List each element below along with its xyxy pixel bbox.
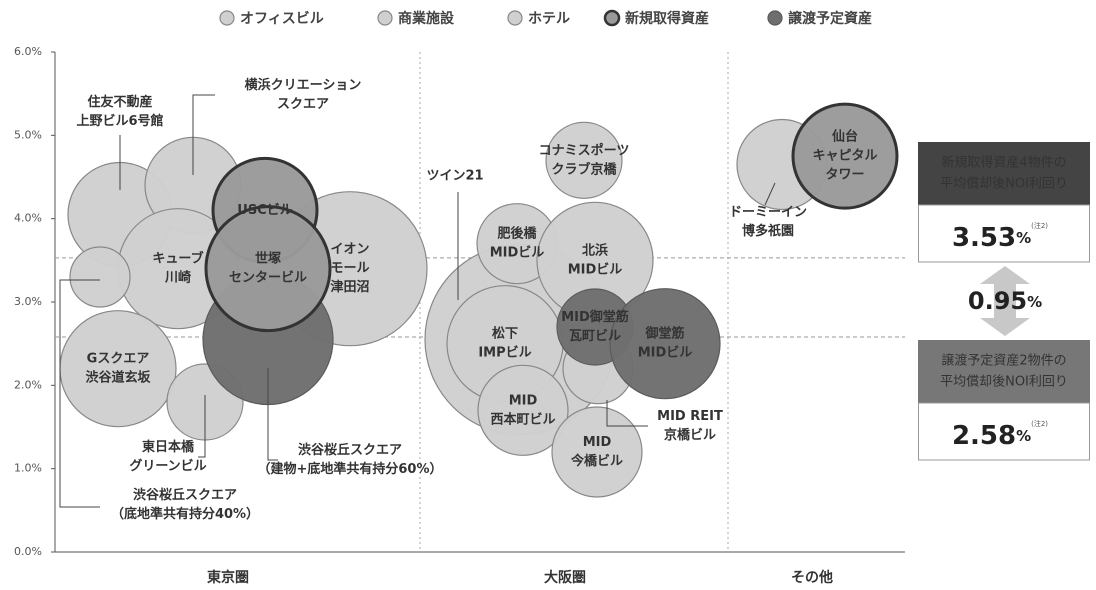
- difference-number: 0.95: [968, 287, 1027, 315]
- bubble-label: 今橋ビル: [570, 453, 623, 469]
- value-number: 2.58: [952, 421, 1016, 451]
- bubble-label: グリーンビル: [129, 458, 206, 474]
- legend-label: 商業施設: [398, 10, 455, 27]
- highlight-header: [918, 142, 1090, 205]
- y-tick-label: 4.0%: [14, 212, 42, 225]
- difference-unit: %: [1027, 293, 1042, 311]
- bubble-label: 渋谷桜丘スクエア: [298, 442, 402, 458]
- leader-line: [267, 368, 278, 461]
- bubble-label: コナミスポーツ: [539, 142, 630, 158]
- bubble-label: MIDビル: [638, 345, 693, 361]
- x-tick-label: 東京圏: [207, 569, 249, 586]
- bubble-label: MIDビル: [568, 261, 623, 277]
- bubble-label: クラブ京橋: [551, 161, 617, 177]
- highlight-value: 3.53%(注2): [952, 221, 1048, 253]
- highlight-title: 譲渡予定資産2物件の: [941, 353, 1066, 369]
- bubble-label: 上野ビル6号館: [76, 113, 163, 129]
- legend-swatch: [507, 10, 523, 26]
- y-tick-label: 0.0%: [14, 545, 42, 558]
- bubble-label: ドーミーイン: [729, 205, 807, 220]
- highlight-value: 2.58%(注2): [952, 419, 1048, 451]
- value-unit: %: [1016, 427, 1031, 445]
- value-number: 3.53: [952, 223, 1016, 253]
- y-tick-label: 3.0%: [14, 295, 42, 308]
- x-tick-label: 大阪圏: [544, 569, 586, 586]
- bubble-label: MIDビル: [490, 245, 545, 261]
- bubble-label: USCビル: [237, 202, 292, 218]
- legend-label: オフィスビル: [240, 11, 324, 27]
- bubble-label: （底地準共有持分40%）: [111, 506, 259, 522]
- highlight-title: 新規取得資産4物件の: [941, 155, 1066, 171]
- legend-label: ホテル: [528, 11, 570, 27]
- bubble: [477, 364, 569, 456]
- difference-arrow: [980, 266, 1030, 336]
- y-tick-label: 5.0%: [14, 128, 42, 141]
- bubble-label: 横浜クリエーション: [245, 77, 362, 93]
- bubble-label: 北浜: [582, 242, 608, 258]
- legend-swatch: [377, 10, 393, 26]
- bubble-label: 西本町ビル: [490, 411, 555, 427]
- bubble-label: キャピタル: [812, 149, 877, 164]
- y-tick-label: 6.0%: [14, 45, 42, 58]
- bubble: [791, 102, 899, 210]
- bubble: [609, 288, 721, 400]
- leader-line: [764, 182, 776, 206]
- bubble-label: 東日本橋: [142, 439, 195, 455]
- legend-label: 譲渡予定資産: [788, 10, 872, 27]
- highlight-box: [918, 402, 1090, 461]
- difference-value: 0.95%: [968, 287, 1042, 315]
- leader-line: [192, 94, 215, 175]
- bubble: [545, 121, 623, 199]
- bubble-label: 松下: [492, 326, 518, 342]
- legend-swatch: [603, 9, 621, 27]
- highlight-title: 平均償却後NOI利回り: [940, 375, 1068, 390]
- bubble-label: キューブ: [152, 251, 203, 267]
- bubble-label: 京橋ビル: [664, 427, 716, 443]
- highlight-title: 平均償却後NOI利回り: [940, 177, 1068, 192]
- bubble-label: 津田沼: [330, 279, 369, 295]
- bubble-label: タワー: [825, 168, 864, 183]
- bubble-label: 川崎: [164, 270, 191, 286]
- highlight-header: [918, 340, 1090, 403]
- bubble-label: MID御堂筋: [561, 309, 629, 325]
- bubble: [204, 205, 332, 333]
- bubble-label: イオン: [330, 242, 369, 257]
- bubble-label: Gスクエア: [87, 352, 150, 367]
- bubble-label: （建物+底地準共有持分60%）: [257, 461, 442, 477]
- legend-swatch: [219, 10, 235, 26]
- bubble: [69, 246, 131, 308]
- bubble-label: 瓦町ビル: [569, 328, 621, 344]
- bubble-label: 御堂筋: [644, 326, 684, 342]
- bubble-label: センタービル: [229, 270, 307, 286]
- y-tick-label: 2.0%: [14, 378, 42, 391]
- bubble: [551, 406, 643, 498]
- bubble-label: 仙台: [832, 129, 858, 145]
- bubble-label: MID: [509, 393, 538, 408]
- leader-line: [59, 279, 100, 508]
- bubble-label: 肥後橋: [497, 226, 537, 242]
- value-note: (注2): [1031, 221, 1048, 230]
- leader-line: [606, 400, 648, 427]
- highlight-box: [918, 204, 1090, 263]
- bubble-label: 博多祇園: [742, 223, 794, 239]
- y-tick-label: 1.0%: [14, 462, 42, 475]
- bubble-label: 渋谷桜丘スクエア: [133, 487, 237, 503]
- value-unit: %: [1016, 229, 1031, 247]
- bubble-label: ツイン21: [426, 169, 483, 184]
- bubble: [59, 310, 177, 428]
- bubble-label: スクエア: [277, 97, 329, 112]
- legend-swatch: [767, 10, 783, 26]
- value-note: (注2): [1031, 419, 1048, 428]
- bubble-label: モール: [330, 261, 369, 276]
- bubble-label: MID REIT: [657, 409, 723, 424]
- bubble-label: 渋谷道玄坂: [85, 370, 151, 386]
- x-tick-label: その他: [791, 569, 833, 586]
- bubble-label: IMPビル: [478, 345, 531, 361]
- bubble-label: MID: [583, 435, 612, 450]
- leader-line: [198, 395, 206, 458]
- legend-label: 新規取得資産: [625, 10, 709, 27]
- bubble-label: 住友不動産: [87, 94, 152, 110]
- bubble-label: 世塚: [255, 251, 281, 267]
